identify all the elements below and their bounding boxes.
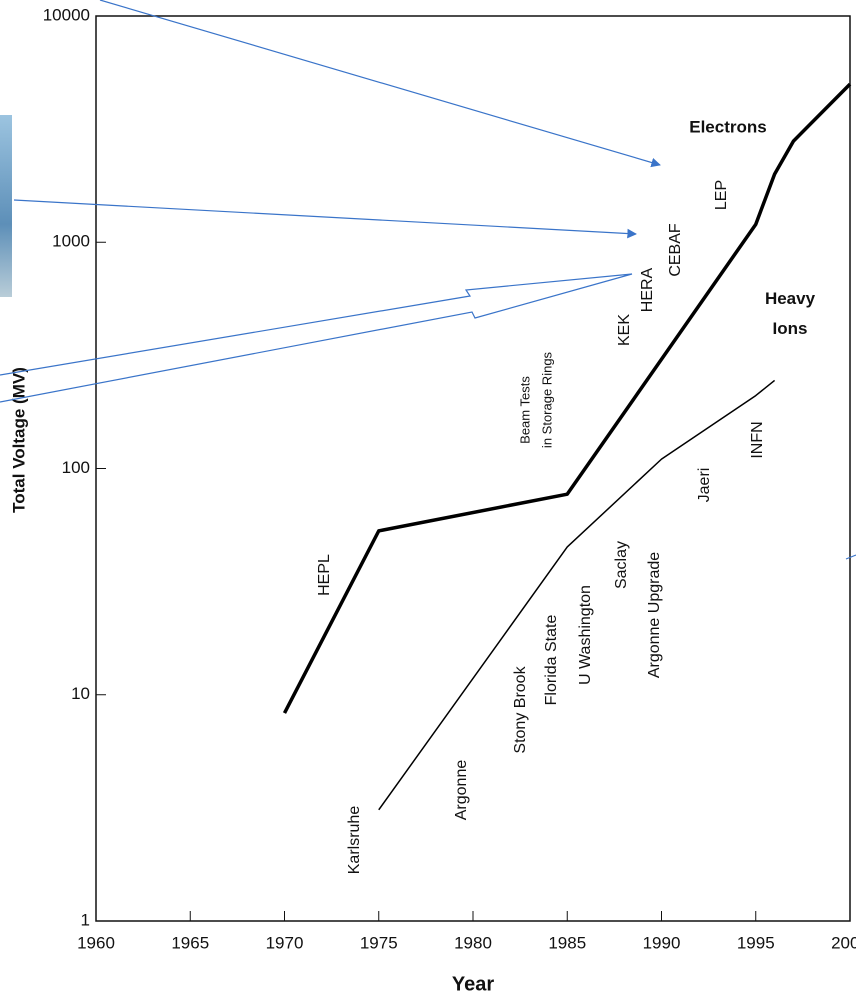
pointer-arrows <box>0 0 856 559</box>
x-tick-label: 1985 <box>548 933 586 952</box>
annotation: INFN <box>749 421 766 458</box>
annotation: HEPL <box>316 554 333 596</box>
x-tick-label: 1995 <box>737 933 775 952</box>
x-axis-label: Year <box>452 973 494 995</box>
photo-fragment <box>0 115 12 297</box>
y-tick-label: 1000 <box>52 232 90 251</box>
y-tick-label: 1 <box>81 910 90 929</box>
series-line <box>285 84 851 713</box>
x-tick-label: 1975 <box>360 933 398 952</box>
hollow-arrow <box>0 274 632 402</box>
arrow <box>14 200 636 234</box>
annotation: Argonne Upgrade <box>646 552 663 678</box>
annotation: HERA <box>639 267 656 312</box>
annotation: Karlsruhe <box>346 806 363 875</box>
x-tick-label: 1960 <box>77 933 115 952</box>
annotation: KEK <box>616 314 633 346</box>
annotation: LEP <box>713 180 730 210</box>
y-tick-label: 100 <box>62 458 90 477</box>
x-tick-label: 1965 <box>171 933 209 952</box>
annotation: in Storage Rings <box>539 351 554 448</box>
y-tick-label: 10000 <box>43 5 90 24</box>
arrow <box>846 555 856 559</box>
annotation: CEBAF <box>667 223 684 277</box>
annotation: Saclay <box>613 541 630 589</box>
y-tick-label: 10 <box>71 684 90 703</box>
annotation: Florida State <box>543 615 560 706</box>
annotations: HEPL Karlsruhe Argonne Stony Brook Florida S… <box>316 180 766 874</box>
annotation: U Washington <box>577 585 594 685</box>
annotation: Beam Tests <box>517 376 532 444</box>
annotation: Stony Brook <box>512 665 529 753</box>
plot-frame <box>96 16 850 921</box>
annotation: Jaeri <box>696 468 713 503</box>
chart: Total Voltage (MV) Year HEPL Karlsruhe Arg… <box>0 0 856 1002</box>
series-label: Electrons <box>689 117 766 136</box>
x-tick-label: 1970 <box>266 933 304 952</box>
y-axis-label: Total Voltage (MV) <box>9 367 28 513</box>
x-tick-label: 2000 <box>831 933 856 952</box>
annotation: Argonne <box>453 760 470 821</box>
x-tick-label: 1990 <box>643 933 681 952</box>
arrow <box>100 0 660 165</box>
x-tick-label: 1980 <box>454 933 492 952</box>
